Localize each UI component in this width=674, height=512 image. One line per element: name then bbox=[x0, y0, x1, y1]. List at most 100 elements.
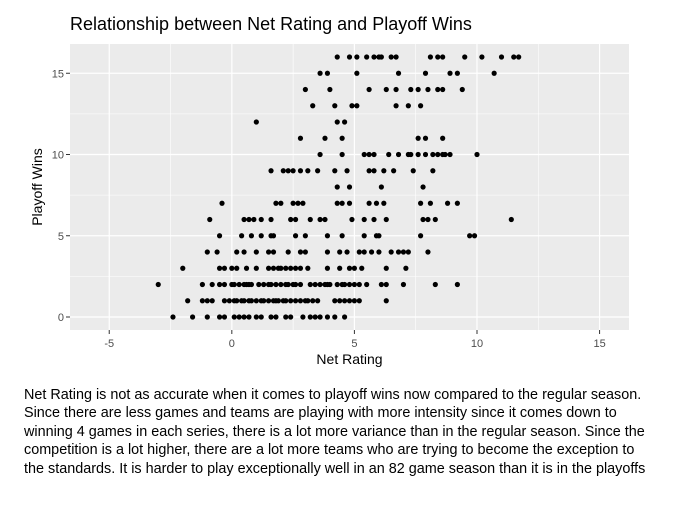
data-point bbox=[305, 265, 311, 271]
data-point bbox=[204, 249, 210, 255]
data-point bbox=[258, 314, 264, 320]
data-point bbox=[415, 151, 421, 158]
data-point bbox=[258, 233, 264, 239]
data-point bbox=[170, 314, 176, 320]
data-points bbox=[155, 54, 522, 320]
data-point bbox=[216, 314, 223, 320]
data-point bbox=[297, 281, 304, 288]
data-point bbox=[432, 281, 438, 288]
data-point bbox=[346, 184, 353, 190]
data-point bbox=[381, 200, 387, 206]
data-point bbox=[349, 103, 355, 109]
data-point bbox=[236, 281, 242, 288]
data-point bbox=[442, 151, 448, 158]
y-tick-label: 0 bbox=[58, 312, 64, 324]
data-point bbox=[339, 135, 345, 141]
data-point bbox=[253, 314, 259, 320]
data-point bbox=[361, 233, 367, 239]
data-point bbox=[297, 249, 304, 255]
data-point bbox=[359, 265, 365, 271]
data-point bbox=[447, 70, 453, 76]
data-point bbox=[307, 281, 313, 288]
data-point bbox=[317, 70, 323, 76]
data-point bbox=[268, 281, 274, 288]
y-tick-label: 15 bbox=[52, 68, 64, 80]
x-tick-label: 0 bbox=[229, 338, 235, 350]
data-point bbox=[275, 298, 281, 304]
data-point bbox=[366, 168, 372, 174]
data-point bbox=[317, 314, 323, 320]
data-point bbox=[253, 265, 259, 271]
data-point bbox=[368, 249, 375, 255]
data-point bbox=[234, 265, 240, 271]
data-point bbox=[199, 298, 205, 304]
data-point bbox=[341, 119, 348, 125]
data-point bbox=[216, 281, 223, 288]
data-point bbox=[430, 151, 436, 158]
data-point bbox=[371, 216, 377, 223]
data-point bbox=[216, 233, 223, 239]
data-point bbox=[324, 249, 331, 255]
data-point bbox=[315, 168, 321, 174]
data-point bbox=[462, 54, 468, 60]
data-point bbox=[236, 314, 242, 320]
data-point bbox=[383, 86, 389, 93]
data-point bbox=[408, 86, 414, 93]
data-point bbox=[290, 168, 296, 174]
data-point bbox=[366, 151, 372, 158]
data-point bbox=[155, 281, 161, 288]
data-point bbox=[332, 298, 338, 304]
data-point bbox=[261, 298, 267, 304]
data-point bbox=[221, 298, 228, 304]
data-point bbox=[241, 249, 247, 255]
data-point bbox=[285, 249, 291, 255]
data-point bbox=[268, 216, 274, 223]
data-point bbox=[415, 86, 421, 93]
data-point bbox=[339, 200, 345, 206]
data-point bbox=[241, 298, 247, 304]
data-point bbox=[307, 216, 313, 223]
data-point bbox=[322, 216, 328, 223]
data-point bbox=[265, 265, 272, 271]
data-point bbox=[341, 281, 348, 288]
data-point bbox=[185, 298, 191, 304]
data-point bbox=[349, 216, 355, 223]
data-point bbox=[440, 135, 446, 141]
data-point bbox=[440, 54, 446, 60]
data-point bbox=[415, 135, 421, 141]
data-point bbox=[214, 249, 220, 255]
data-point bbox=[467, 233, 473, 239]
data-point bbox=[305, 298, 311, 304]
data-point bbox=[400, 281, 407, 288]
data-point bbox=[383, 298, 389, 304]
data-point bbox=[231, 314, 237, 320]
data-point bbox=[334, 200, 340, 206]
data-point bbox=[241, 314, 247, 320]
data-point bbox=[491, 70, 497, 76]
data-point bbox=[388, 54, 394, 60]
data-point bbox=[221, 265, 228, 271]
data-point bbox=[246, 216, 252, 223]
data-point bbox=[312, 314, 318, 320]
data-point bbox=[322, 135, 328, 141]
data-point bbox=[346, 281, 353, 288]
data-point bbox=[283, 314, 289, 320]
data-point bbox=[337, 249, 343, 255]
y-axis-ticks: 0 5 10 15 bbox=[52, 68, 70, 324]
data-point bbox=[383, 265, 389, 271]
x-tick-label: 5 bbox=[351, 338, 357, 350]
data-point bbox=[248, 233, 255, 239]
data-point bbox=[292, 233, 299, 239]
data-point bbox=[354, 54, 360, 60]
data-point bbox=[337, 298, 343, 304]
data-point bbox=[302, 86, 308, 93]
data-point bbox=[454, 200, 460, 206]
data-point bbox=[430, 168, 436, 174]
data-point bbox=[498, 54, 505, 60]
data-point bbox=[418, 200, 424, 206]
data-point bbox=[344, 249, 350, 255]
data-point bbox=[366, 86, 372, 93]
x-axis-title: Net Rating bbox=[316, 351, 382, 367]
data-point bbox=[454, 281, 460, 288]
data-point bbox=[268, 168, 274, 174]
